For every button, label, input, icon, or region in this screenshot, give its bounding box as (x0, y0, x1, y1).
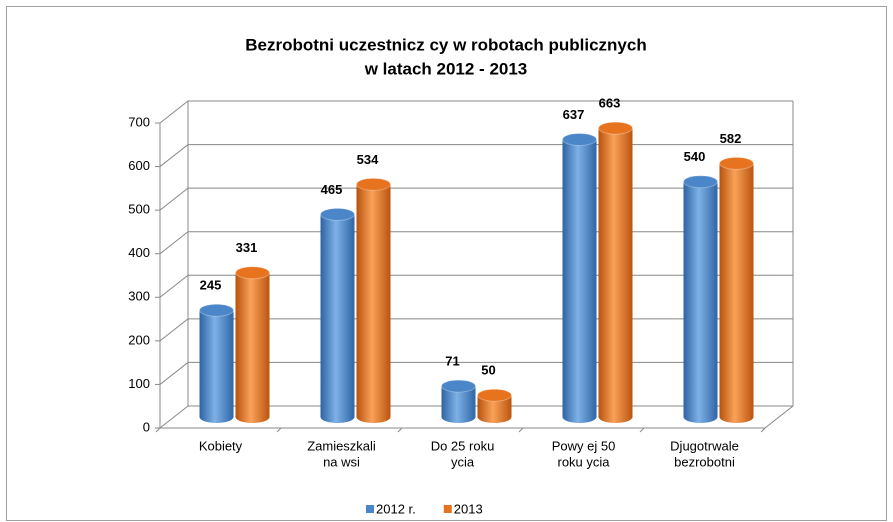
legend-label: 2013 (454, 501, 483, 516)
bar (199, 310, 234, 423)
tick-mark (518, 427, 524, 433)
x-tick-label: Powy ej 50 (552, 438, 616, 453)
y-tick-label: 700 (128, 114, 150, 129)
bar-top (598, 121, 633, 135)
data-label: 540 (684, 149, 706, 164)
y-tick-label: 100 (128, 376, 150, 391)
bar (320, 214, 355, 423)
tick-mark (639, 427, 645, 433)
x-tick-label: Zamieszkali (307, 438, 376, 453)
data-label: 331 (236, 240, 258, 255)
data-label: 582 (720, 131, 742, 146)
tick-mark (276, 427, 282, 433)
chart-title: Bezrobotni uczestnicz cy w robotach publ… (245, 35, 646, 54)
y-tick-label: 600 (128, 158, 150, 173)
data-label: 663 (599, 96, 621, 111)
grid-line (159, 100, 793, 124)
bar (562, 139, 597, 423)
x-tick-label: bezrobotni (674, 454, 735, 469)
legend-label: 2012 r. (376, 501, 416, 516)
legend-swatch (443, 505, 452, 513)
bar (441, 386, 476, 423)
data-label: 637 (563, 107, 585, 122)
bar-top (199, 303, 234, 317)
bar (477, 395, 512, 423)
y-tick-label: 200 (128, 332, 150, 347)
bar-top (477, 388, 512, 402)
chart-title: w latach 2012 - 2013 (364, 59, 528, 78)
y-tick-label: 0 (143, 419, 150, 434)
data-label: 534 (357, 152, 379, 167)
tick-mark (760, 427, 766, 433)
bar (598, 128, 633, 423)
x-tick-label: roku ycia (557, 454, 610, 469)
bar (235, 272, 270, 423)
bar (683, 181, 718, 423)
x-tick-label: Do 25 roku (431, 438, 495, 453)
bar-top (320, 207, 355, 221)
bar (356, 184, 391, 423)
bar-top (562, 132, 597, 146)
tick-mark (155, 427, 161, 433)
legend-swatch (366, 505, 374, 513)
y-tick-label: 400 (128, 245, 150, 260)
x-tick-label: na wsi (323, 454, 360, 469)
x-tick-label: Kobiety (199, 438, 243, 453)
x-tick-label: Dјugotrwale (670, 438, 739, 453)
bar-top (683, 175, 718, 189)
tick-mark (397, 427, 403, 433)
bar-top (235, 266, 270, 280)
data-label: 50 (481, 363, 495, 378)
y-tick-label: 500 (128, 202, 150, 217)
x-tick-label: ycia (451, 454, 475, 469)
data-label: 71 (445, 354, 459, 369)
y-tick-label: 300 (128, 289, 150, 304)
data-label: 245 (200, 278, 222, 293)
bar-top (719, 156, 754, 170)
bar-top (441, 379, 476, 393)
data-label: 465 (321, 182, 343, 197)
bar-top (356, 177, 391, 191)
bar (719, 163, 754, 423)
